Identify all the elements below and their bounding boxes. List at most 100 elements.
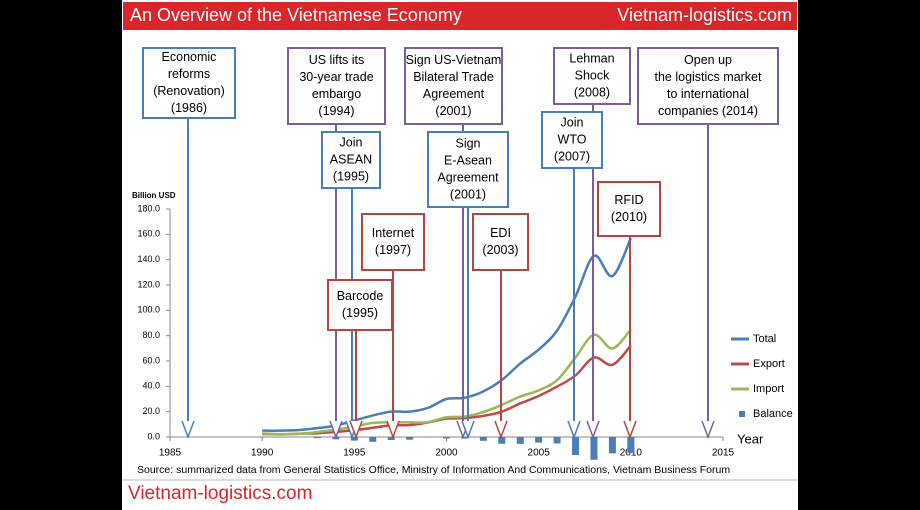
annotation-text: EDI (490, 226, 511, 240)
annotation-box (637, 47, 779, 125)
x-tick-label: 1990 (251, 448, 274, 459)
annotation-text: (1994) (318, 104, 354, 118)
annotation-text: (1995) (342, 306, 378, 320)
balance-bar (443, 437, 450, 439)
annotation-text: embargo (312, 87, 361, 101)
annotation-box (427, 131, 509, 208)
annotation-text: (1995) (333, 169, 369, 183)
y-tick-label: 80.0 (142, 330, 160, 340)
x-tick-label: 1985 (159, 448, 182, 459)
header-site: Vietnam-logistics.com (617, 5, 792, 25)
annotation-box (361, 213, 425, 271)
y-tick-label: 180.0 (137, 203, 160, 213)
x-tick-label: 1995 (343, 448, 366, 459)
header-bar (123, 2, 797, 30)
y-tick-label: 60.0 (142, 355, 160, 365)
annotation-text: Join (561, 115, 584, 129)
balance-bar (608, 437, 616, 454)
annotation-text: WTO (558, 132, 587, 146)
x-tick-label: 2005 (528, 448, 551, 459)
y-tick-label: 0.0 (147, 431, 160, 441)
annotation-text: ASEAN (330, 152, 372, 166)
annotation-text: 30-year trade (299, 70, 373, 84)
annotation-text: Bilateral Trade (413, 70, 494, 84)
annotation-text: (2008) (574, 85, 610, 99)
annotation-text: Open up (684, 53, 732, 67)
x-tick-label: 2015 (712, 448, 735, 459)
annotation-text: (2001) (435, 104, 471, 118)
balance-bar (516, 437, 524, 444)
annotation-box (404, 47, 503, 125)
annotation-text: Agreement (437, 170, 499, 184)
source-note: Source: summarized data from General Sta… (137, 464, 730, 476)
annotation-arrowhead (623, 420, 637, 440)
annotation-text: Lehman (569, 51, 614, 65)
annotation-arrowhead (494, 420, 508, 440)
annotation-text: (1997) (375, 243, 411, 257)
annotation-box (287, 47, 386, 125)
annotation-box (321, 131, 381, 189)
y-tick-label: 40.0 (142, 381, 160, 391)
balance-bar (350, 437, 358, 441)
annotation-text: to international (667, 87, 749, 101)
annotation-text: companies (2014) (658, 104, 758, 118)
y-tick-label: 160.0 (137, 229, 160, 239)
legend-label: Export (753, 358, 785, 370)
balance-bar (461, 437, 469, 439)
x-tick-label: 2000 (435, 448, 458, 459)
annotation-text: reforms (168, 67, 210, 81)
series-line (262, 344, 632, 436)
annotation-text: Agreement (423, 87, 485, 101)
balance-bar (387, 437, 395, 441)
balance-bar (406, 437, 414, 440)
annotation-text: Internet (372, 226, 415, 240)
balance-bar (498, 437, 506, 444)
y-tick-label: 20.0 (142, 406, 160, 416)
y-tick-label: 140.0 (137, 254, 160, 264)
annotation-arrowhead (701, 420, 715, 440)
footer-site: Vietnam-logistics.com (128, 483, 312, 504)
annotation-arrowhead (329, 420, 343, 440)
balance-bar (258, 437, 266, 438)
balance-bar (369, 437, 377, 442)
annotation-text: E-Asean (444, 153, 492, 167)
legend-label: Import (753, 383, 784, 395)
balance-bar (627, 437, 635, 453)
annotation-arrowhead (586, 420, 600, 440)
annotation-box (553, 47, 631, 105)
annotation-arrowhead (181, 420, 195, 440)
annotation-box (142, 47, 236, 119)
balance-bar (553, 437, 561, 444)
annotation-text: Sign (455, 136, 480, 150)
series-line (262, 328, 632, 436)
annotation-box (597, 181, 661, 237)
annotation-text: Sign US-Vietnam (406, 53, 502, 67)
annotation-text: Barcode (337, 289, 384, 303)
annotation-text: Economic (162, 50, 217, 64)
y-axis-label: Billion USD (132, 191, 176, 200)
balance-bar (535, 437, 543, 443)
annotation-box (472, 213, 529, 271)
balance-bar (313, 437, 321, 439)
annotation-box (541, 111, 603, 169)
legend-swatch (739, 411, 745, 417)
annotation-text: (2007) (554, 149, 590, 163)
annotation-text: US lifts its (309, 53, 365, 67)
annotation-arrowhead (567, 420, 581, 440)
annotation-text: (2003) (482, 243, 518, 257)
annotation-text: Shock (575, 68, 610, 82)
balance-bar (479, 437, 487, 441)
annotation-text: RFID (614, 193, 643, 207)
annotation-arrowhead (386, 420, 400, 440)
y-tick-label: 120.0 (137, 279, 160, 289)
annotation-arrowhead (461, 420, 475, 440)
x-tick-label: 2010 (620, 448, 643, 459)
y-tick-label: 100.0 (137, 305, 160, 315)
legend-label: Total (753, 333, 776, 345)
balance-bar (572, 437, 580, 455)
header-title: An Overview of the Vietnamese Economy (130, 5, 462, 25)
annotation-box (327, 279, 393, 331)
annotation-arrowhead (349, 420, 363, 440)
